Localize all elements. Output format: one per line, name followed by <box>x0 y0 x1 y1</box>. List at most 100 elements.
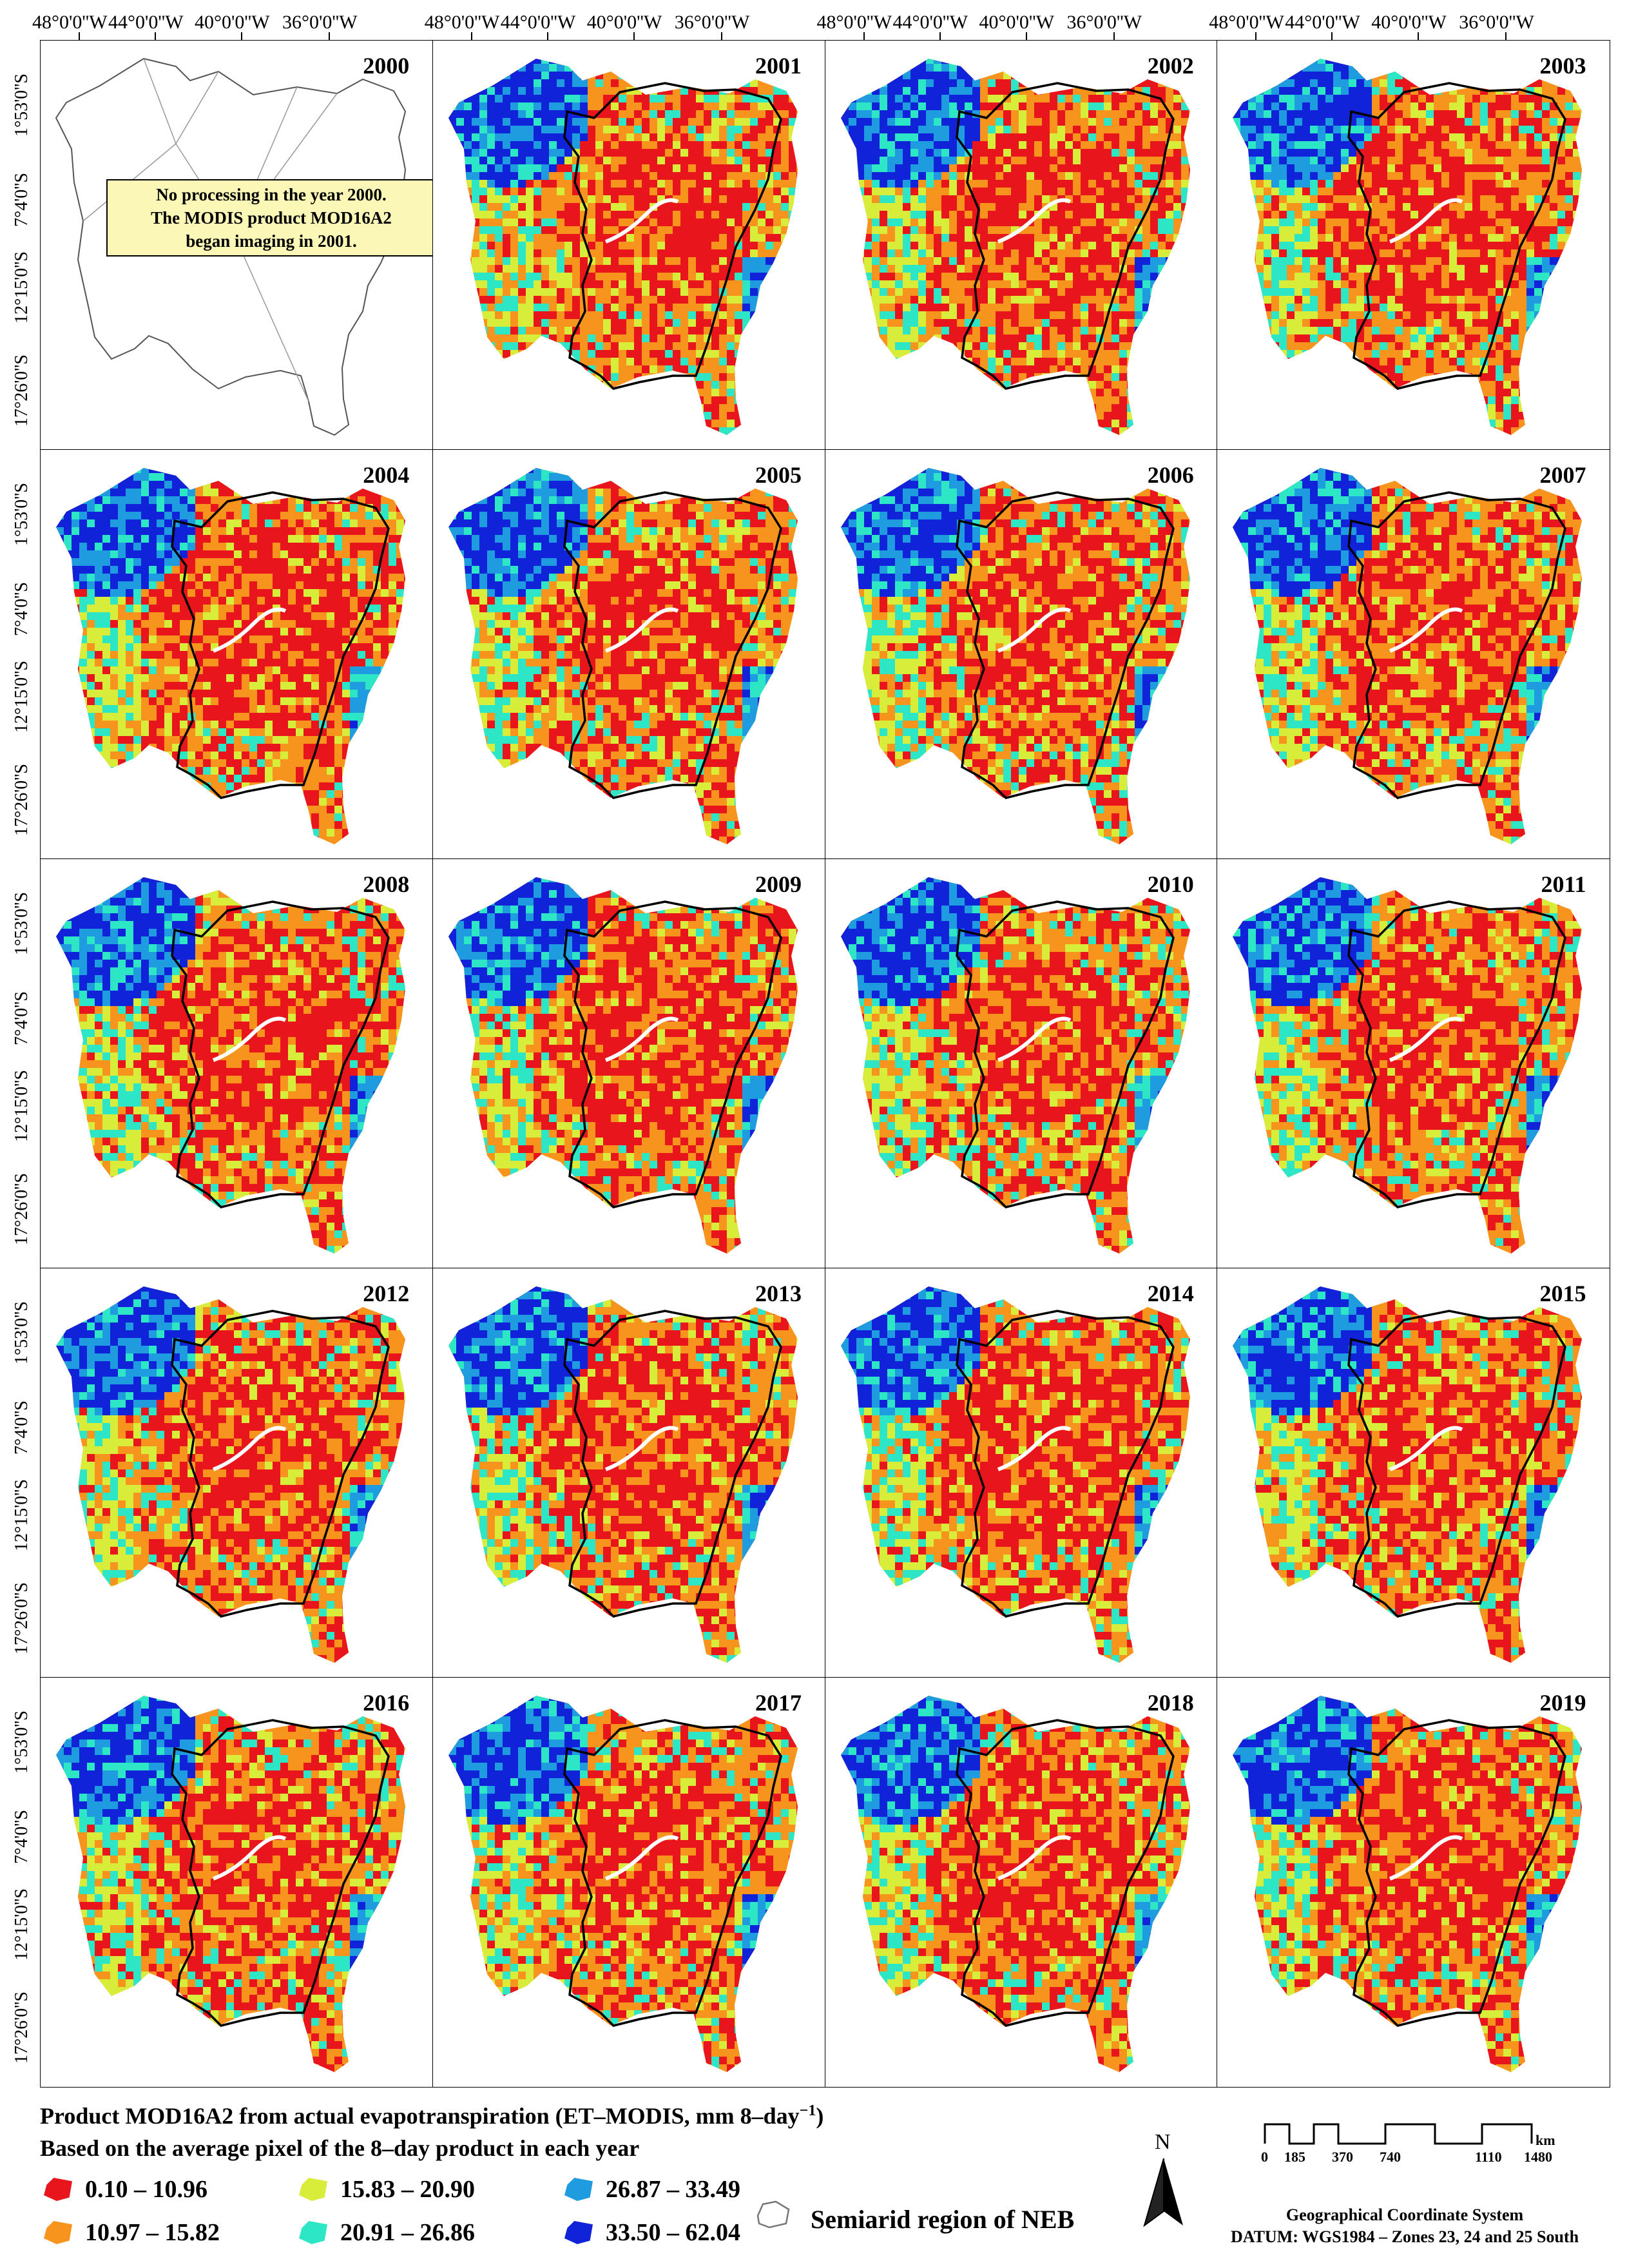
scale-tick-label: 1110 <box>1475 2149 1502 2166</box>
map-panel-2003: 2003 <box>1217 40 1610 451</box>
et-map-2008 <box>56 877 405 1254</box>
latitude-label: 17°26'0''S <box>12 1992 32 2064</box>
map-panel-2006: 2006 <box>824 449 1218 860</box>
latitude-label: 1°53'0''S <box>12 483 32 546</box>
latitude-label: 7°4'0''S <box>12 1401 32 1455</box>
latitude-label: 17°26'0''S <box>12 1582 32 1654</box>
et-map-2002 <box>840 59 1190 435</box>
latitude-label: 12°15'0''S <box>12 1479 32 1551</box>
map-panel-2001: 2001 <box>432 40 825 451</box>
longitude-label: 40°0'0''W <box>979 12 1055 34</box>
longitude-label: 48°0'0''W <box>1209 12 1284 34</box>
longitude-label: 48°0'0''W <box>817 12 892 34</box>
latitude-label: 12°15'0''S <box>12 251 32 324</box>
longitude-tick <box>155 32 156 40</box>
longitude-tick <box>939 32 941 40</box>
legend-swatch <box>44 2178 72 2201</box>
year-label-2008: 2008 <box>363 871 409 898</box>
et-map-2013 <box>448 1286 798 1663</box>
map-panel-2008: 2008 <box>40 858 434 1269</box>
longitude-label: 44°0'0''W <box>108 12 184 34</box>
longitude-label: 40°0'0''W <box>195 12 270 34</box>
year-label-2012: 2012 <box>363 1280 409 1307</box>
et-map-2018 <box>840 1696 1190 2072</box>
year-label-2000: 2000 <box>363 52 409 79</box>
scale-tick-label: 370 <box>1332 2149 1353 2166</box>
scale-bar-graphic <box>1264 2123 1533 2145</box>
latitude-label: 1°53'0''S <box>12 1301 32 1364</box>
et-map-2004 <box>56 468 405 844</box>
longitude-tick <box>1255 32 1257 40</box>
et-map-2010 <box>840 877 1190 1254</box>
map-panel-2018: 2018 <box>824 1677 1218 2088</box>
year-label-2018: 2018 <box>1148 1689 1194 1716</box>
latitude-label: 7°4'0''S <box>12 991 32 1045</box>
longitude-tick <box>470 32 472 40</box>
longitude-tick <box>546 32 548 40</box>
et-map-2011 <box>1233 877 1583 1254</box>
latitude-label: 12°15'0''S <box>12 1888 32 1961</box>
longitude-label: 36°0'0''W <box>1459 12 1534 34</box>
coordinate-system-note: Geographical Coordinate System DATUM: WG… <box>1211 2204 1598 2248</box>
longitude-label: 36°0'0''W <box>675 12 750 34</box>
map-panel-2013: 2013 <box>432 1268 825 1678</box>
longitude-tick <box>863 32 865 40</box>
latitude-label: 1°53'0''S <box>12 892 32 955</box>
longitude-label: 44°0'0''W <box>893 12 968 34</box>
et-map-2009 <box>448 877 798 1254</box>
longitude-tick <box>79 32 80 40</box>
note-line-2: The MODIS product MOD16A2 <box>108 206 432 229</box>
year-label-2016: 2016 <box>363 1689 409 1716</box>
longitude-label: 40°0'0''W <box>1371 12 1447 34</box>
et-map-2014 <box>840 1286 1190 1663</box>
longitude-tick <box>1331 32 1333 40</box>
longitude-label: 36°0'0''W <box>282 12 358 34</box>
map-panel-2015: 2015 <box>1217 1268 1610 1678</box>
latitude-label: 17°26'0''S <box>12 764 32 836</box>
legend-swatch <box>44 2221 72 2244</box>
semiarid-legend-label: Semiarid region of NEB <box>811 2204 1074 2234</box>
longitude-label: 44°0'0''W <box>1285 12 1360 34</box>
map-panel-2010: 2010 <box>824 858 1218 1269</box>
year-label-2005: 2005 <box>755 461 802 489</box>
longitude-label: 40°0'0''W <box>587 12 662 34</box>
et-map-2007 <box>1233 468 1583 844</box>
year-label-2010: 2010 <box>1148 871 1194 898</box>
longitude-tick <box>633 32 635 40</box>
map-panel-2009: 2009 <box>432 858 825 1269</box>
year-label-2004: 2004 <box>363 461 409 489</box>
et-map-2001 <box>448 59 798 435</box>
legend-label: 15.83 – 20.90 <box>340 2175 475 2204</box>
et-map-2005 <box>448 468 798 844</box>
scale-tick-label: 0 <box>1261 2149 1268 2166</box>
map-panel-2007: 2007 <box>1217 449 1610 860</box>
year-label-2019: 2019 <box>1540 1689 1586 1716</box>
legend-label: 26.87 – 33.49 <box>606 2175 740 2204</box>
map-panel-2002: 2002 <box>824 40 1218 451</box>
map-panel-2004: 2004 <box>40 449 434 860</box>
year-label-2015: 2015 <box>1540 1280 1586 1307</box>
longitude-label: 44°0'0''W <box>501 12 576 34</box>
year-label-2011: 2011 <box>1541 871 1586 898</box>
north-arrow: N <box>1141 2130 1192 2246</box>
legend-swatch <box>299 2221 327 2244</box>
longitude-tick <box>720 32 722 40</box>
north-label: N <box>1155 2130 1171 2155</box>
map-panel-2011: 2011 <box>1217 858 1610 1269</box>
longitude-tick <box>1505 32 1507 40</box>
longitude-tick <box>1418 32 1420 40</box>
no-processing-note: No processing in the year 2000. The MODIS… <box>106 179 433 257</box>
legend-title: Product MOD16A2 from actual evapotranspi… <box>40 2102 823 2129</box>
note-line-1: No processing in the year 2000. <box>108 183 432 206</box>
legend-swatch <box>564 2178 593 2201</box>
map-panel-2000: 2000 No processing in the year 2000. The M… <box>40 40 434 451</box>
map-panel-2016: 2016 <box>40 1677 434 2088</box>
longitude-tick <box>241 32 242 40</box>
latitude-label: 7°4'0''S <box>12 1810 32 1864</box>
latitude-label: 17°26'0''S <box>12 1173 32 1245</box>
legend-label: 10.97 – 15.82 <box>85 2218 220 2247</box>
map-grid: 2000 No processing in the year 2000. The M… <box>40 40 1610 2088</box>
year-label-2001: 2001 <box>755 52 802 79</box>
latitude-label: 7°4'0''S <box>12 173 32 227</box>
legend-subtitle: Based on the average pixel of the 8–day … <box>40 2135 639 2162</box>
